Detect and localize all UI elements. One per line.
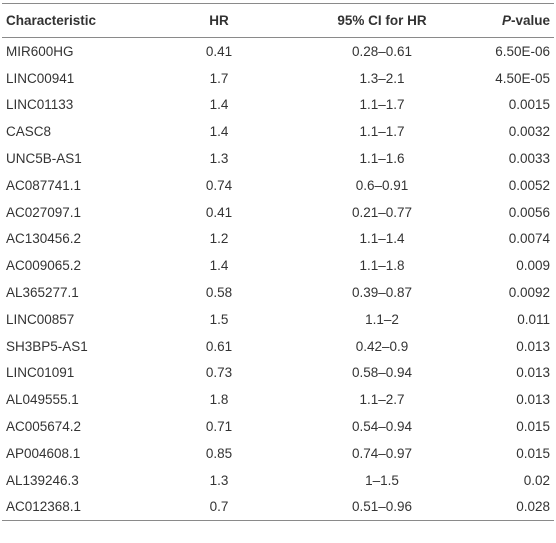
table-cell: 1.1–2.7 xyxy=(359,392,405,408)
table-cell: 1.1–2 xyxy=(365,311,399,327)
table-cell: AL049555.1 xyxy=(6,392,79,408)
page: {"table": { "header": ["Characteristic",… xyxy=(0,3,556,543)
table-cell: 0.015 xyxy=(516,445,550,461)
table-cell: 0.0056 xyxy=(508,204,550,220)
table-cell: 0.39–0.87 xyxy=(351,285,413,301)
table-cell: 0.7 xyxy=(209,499,229,515)
table-cell: 6.50E-06 xyxy=(495,43,550,59)
table-cell: AC087741.1 xyxy=(6,177,82,193)
table-row: AC005674.2 0.71 0.54–0.94 0.015 xyxy=(2,413,554,440)
table-cell: CASC8 xyxy=(6,124,52,140)
table-cell: 0.73 xyxy=(205,365,233,381)
table-cell: 1.1–1.7 xyxy=(359,97,405,113)
table-cell: 0.013 xyxy=(516,365,550,381)
header-cell: 95% CI for HR xyxy=(337,13,427,28)
table-cell: AC005674.2 xyxy=(6,419,82,435)
table-cell: 1.3 xyxy=(209,472,229,488)
table-cell: 1.5 xyxy=(209,311,229,327)
table-cell: 0.0074 xyxy=(508,231,550,247)
table-row: AC012368.1 0.7 0.51–0.96 0.028 xyxy=(2,494,554,521)
table-cell: 1.3–2.1 xyxy=(359,70,405,86)
table-cell: 1.1–1.8 xyxy=(359,258,405,274)
table-cell: 1.4 xyxy=(209,258,229,274)
table-cell: 0.61 xyxy=(205,338,233,354)
table-cell: 1.8 xyxy=(209,392,229,408)
table-row: LINC01091 0.73 0.58–0.94 0.013 xyxy=(2,360,554,387)
table-cell: LINC01091 xyxy=(6,365,75,381)
table-cell: 1.3 xyxy=(209,151,229,167)
table-row: LINC00857 1.5 1.1–2 0.011 xyxy=(2,306,554,333)
table-cell: LINC01133 xyxy=(6,97,74,113)
table-cell: 1.1–1.4 xyxy=(359,231,405,247)
table-cell: AL365277.1 xyxy=(6,285,79,301)
table-cell: AC009065.2 xyxy=(6,258,82,274)
table-cell: 0.0033 xyxy=(508,151,550,167)
table-cell: 0.28–0.61 xyxy=(351,43,413,59)
table-body: MIR600HG 0.41 0.28–0.61 6.50E-06 LINC00941 1.… xyxy=(2,38,554,521)
table-cell: 0.028 xyxy=(516,499,550,515)
table-row: UNC5B-AS1 1.3 1.1–1.6 0.0033 xyxy=(2,145,554,172)
table-row: LINC01133 1.4 1.1–1.7 0.0015 xyxy=(2,92,554,119)
header-cell: HR xyxy=(209,13,229,28)
table-cell: 0.0092 xyxy=(508,285,550,301)
table-cell: 1.4 xyxy=(209,124,229,140)
table-cell: UNC5B-AS1 xyxy=(6,151,82,167)
table-cell: 0.41 xyxy=(205,204,233,220)
table-cell: 0.0032 xyxy=(508,124,550,140)
table-cell: 0.41 xyxy=(205,43,233,59)
table-row: AL049555.1 1.8 1.1–2.7 0.013 xyxy=(2,386,554,413)
table-cell: 0.54–0.94 xyxy=(351,419,413,435)
table-row: AL139246.3 1.3 1–1.5 0.02 xyxy=(2,467,554,494)
table-cell: 0.42–0.9 xyxy=(355,338,409,354)
table-cell: SH3BP5-AS1 xyxy=(6,338,88,354)
table-cell: 0.74–0.97 xyxy=(351,445,413,461)
header-row: Characteristic HR 95% CI for HR P-value xyxy=(2,3,554,38)
table-row: AC009065.2 1.4 1.1–1.8 0.009 xyxy=(2,252,554,279)
table-cell: 1.7 xyxy=(209,70,229,86)
table-cell: 0.009 xyxy=(516,258,550,274)
table-cell: 1–1.5 xyxy=(365,472,399,488)
results-table: Characteristic HR 95% CI for HR P-value MIR… xyxy=(2,3,554,521)
table-cell: 4.50E-05 xyxy=(495,70,550,86)
table-cell: AC130456.2 xyxy=(6,231,82,247)
table-cell: 0.71 xyxy=(205,419,233,435)
header-cell: Characteristic xyxy=(6,13,97,28)
table-row: AC027097.1 0.41 0.21–0.77 0.0056 xyxy=(2,199,554,226)
table-cell: AL139246.3 xyxy=(6,472,79,488)
table-cell: 0.013 xyxy=(516,392,550,408)
table-row: LINC00941 1.7 1.3–2.1 4.50E-05 xyxy=(2,65,554,92)
table-row: AL365277.1 0.58 0.39–0.87 0.0092 xyxy=(2,279,554,306)
table-row: AP004608.1 0.85 0.74–0.97 0.015 xyxy=(2,440,554,467)
table-cell: 0.015 xyxy=(516,419,550,435)
table-cell: AP004608.1 xyxy=(6,445,81,461)
table-cell: MIR600HG xyxy=(6,43,74,59)
table-cell: LINC00857 xyxy=(6,311,75,327)
table-cell: 0.013 xyxy=(516,338,550,354)
table-cell: 0.02 xyxy=(523,472,550,488)
table-row: AC130456.2 1.2 1.1–1.4 0.0074 xyxy=(2,226,554,253)
table-cell: LINC00941 xyxy=(6,70,75,86)
table-cell: 0.011 xyxy=(517,311,550,327)
table-cell: 0.6–0.91 xyxy=(355,177,409,193)
table-row: SH3BP5-AS1 0.61 0.42–0.9 0.013 xyxy=(2,333,554,360)
table-cell: AC027097.1 xyxy=(6,204,82,220)
table-cell: 0.58–0.94 xyxy=(351,365,413,381)
table-cell: 0.74 xyxy=(205,177,233,193)
table-cell: 1.4 xyxy=(209,97,229,113)
table-row: CASC8 1.4 1.1–1.7 0.0032 xyxy=(2,118,554,145)
header-cell: P-value xyxy=(501,13,550,28)
table-cell: 0.0015 xyxy=(508,97,550,113)
table-cell: 0.51–0.96 xyxy=(351,499,413,515)
table-cell: 1.1–1.7 xyxy=(359,124,405,140)
table-cell: 0.58 xyxy=(205,285,233,301)
table-cell: 0.85 xyxy=(205,445,233,461)
table-row: MIR600HG 0.41 0.28–0.61 6.50E-06 xyxy=(2,38,554,65)
table-cell: AC012368.1 xyxy=(6,499,82,515)
table-cell: 0.21–0.77 xyxy=(351,204,413,220)
table-cell: 1.1–1.6 xyxy=(359,151,405,167)
table-cell: 1.2 xyxy=(209,231,229,247)
table-cell: 0.0052 xyxy=(508,177,550,193)
table-header: Characteristic HR 95% CI for HR P-value xyxy=(2,3,554,38)
table-row: AC087741.1 0.74 0.6–0.91 0.0052 xyxy=(2,172,554,199)
